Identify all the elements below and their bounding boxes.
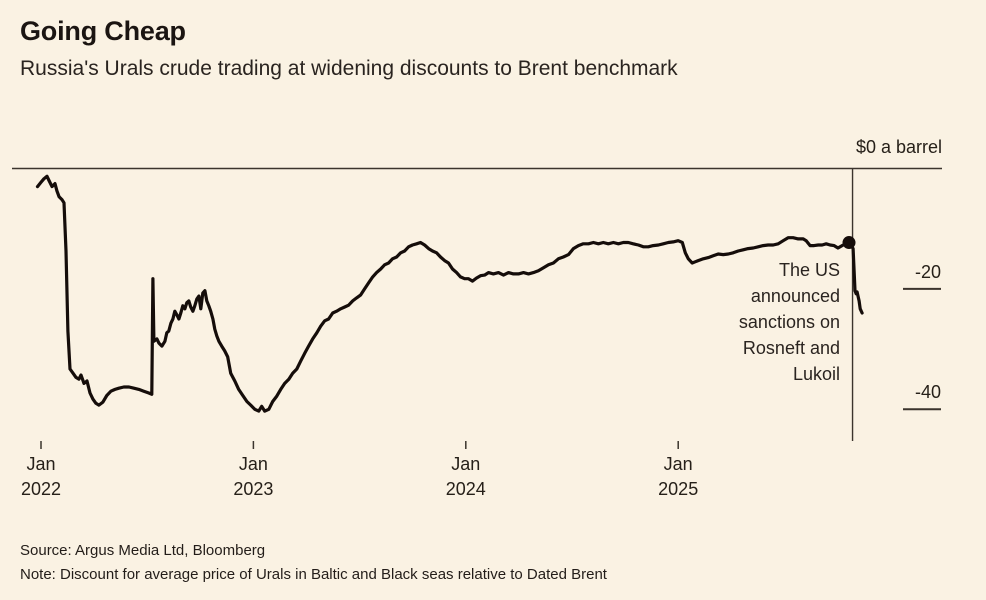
annotation-line: The US <box>778 260 840 280</box>
x-tick-year: 2024 <box>445 479 486 499</box>
note-text: Note: Discount for average price of Ural… <box>20 565 607 583</box>
event-marker-dot <box>842 236 856 250</box>
x-tick-month: Jan <box>238 454 268 474</box>
annotation-line: Rosneft and <box>742 338 840 358</box>
x-tick-year: 2025 <box>658 479 699 499</box>
urals-discount-line <box>35 174 864 413</box>
x-tick-label-2024: Jan 2024 <box>446 452 486 502</box>
x-axis-ticks <box>40 441 679 449</box>
x-tick-label-2022: Jan 2022 <box>21 452 61 502</box>
x-tick-label-2023: Jan 2023 <box>233 452 273 502</box>
x-tick-label-2025: Jan 2025 <box>658 452 698 502</box>
x-tick-year: 2022 <box>20 479 62 499</box>
chart-title: Going Cheap <box>20 16 186 46</box>
annotation-line: Lukoil <box>792 364 840 384</box>
annotation-line: announced <box>750 286 840 306</box>
y-axis-ticks <box>903 287 941 411</box>
y-tick-label-40: -40 <box>914 382 941 403</box>
x-tick-month: Jan <box>451 454 481 474</box>
annotation-line: sanctions on <box>738 312 840 332</box>
y-tick-label-20: -20 <box>914 261 941 282</box>
sanctions-annotation: The US announced sanctions on Rosneft an… <box>739 257 840 387</box>
source-text: Source: Argus Media Ltd, Bloomberg <box>20 542 266 559</box>
chart-footer: Source: Argus Media Ltd, Bloomberg Note:… <box>20 539 607 586</box>
y-axis-zero-label: $0 a barrel <box>855 137 942 157</box>
x-tick-month: Jan <box>26 454 56 474</box>
x-tick-year: 2023 <box>233 479 274 499</box>
x-tick-month: Jan <box>663 454 693 474</box>
chart-subtitle: Russia's Urals crude trading at widening… <box>20 57 678 80</box>
